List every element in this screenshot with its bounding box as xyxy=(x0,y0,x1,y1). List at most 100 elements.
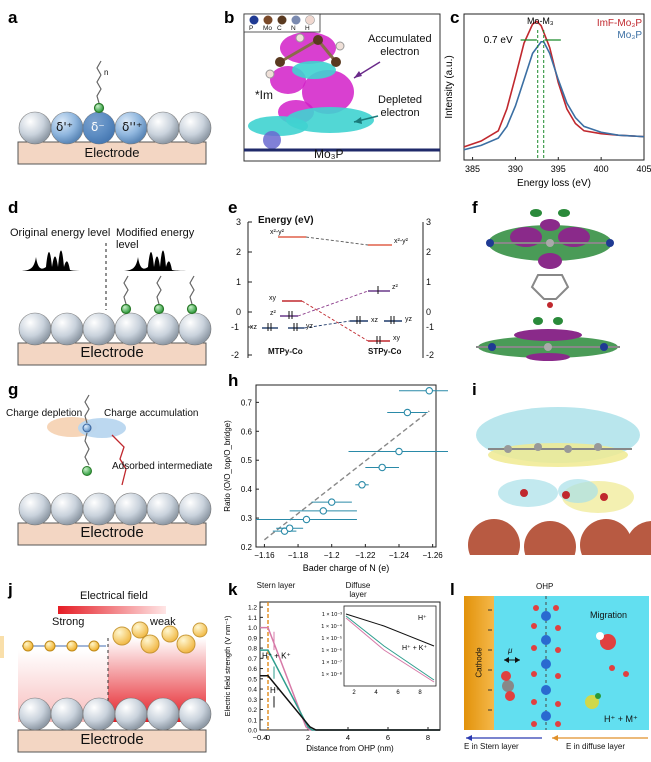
x-tick-label: −1.16 xyxy=(254,551,275,560)
electrode-label: Electrode xyxy=(84,145,140,160)
svg-text:-2: -2 xyxy=(426,350,434,360)
y-tick-label: 0.9 xyxy=(248,635,257,642)
y-tick-label: 0.2 xyxy=(248,707,257,714)
panel-g: g Charge depletion Charge accumulation A… xyxy=(0,375,218,555)
panel-h: h −1.16 −1.18 −1.2 −1.22 −1.24 −1.26 0.2 0.3 0.4… xyxy=(218,371,460,587)
data-point xyxy=(378,463,386,472)
panel-label: l xyxy=(450,580,455,599)
inset-x-tick-label: 2 xyxy=(352,690,356,696)
modified-dos-peaks xyxy=(124,250,200,271)
im-label: *Im xyxy=(255,88,273,102)
inset-h-label: H⁺ xyxy=(418,615,427,622)
accumulation-lobe xyxy=(78,418,126,438)
electrode-slab xyxy=(17,141,207,165)
x-tick-label: −1.22 xyxy=(355,551,376,560)
original-level-label: Original energy level xyxy=(10,227,111,239)
y-axis-label: Electric field strength (V nm⁻¹) xyxy=(223,615,232,716)
x-tick-label: −0.4 xyxy=(253,733,268,742)
y-tick-label: 1.0 xyxy=(248,625,257,632)
x-tick-label: 4 xyxy=(346,733,350,742)
migration-label: Migration xyxy=(590,610,628,620)
x-tick-label: 385 xyxy=(465,164,480,174)
h-label: H⁺ xyxy=(270,686,280,695)
e-stern-label: E in Stern layer xyxy=(464,742,519,751)
orbital-isosurface-render xyxy=(476,209,620,361)
accumulated-line-1: Accumulated xyxy=(368,33,432,45)
orb-l-xy: xy xyxy=(269,295,276,302)
panel-d: d Original energy level Modified energy … xyxy=(0,195,218,375)
inset-y-tick-label: 1 × 10⁻⁴ xyxy=(321,623,342,630)
series-line-imf-mo3p xyxy=(463,20,645,148)
panel-e: e Energy (eV) 3 2 1 0 -1 -2 3 2 1 0 -1 -2 xyxy=(218,195,448,375)
x-tick-label: 6 xyxy=(386,733,390,742)
weak-label: weak xyxy=(150,616,176,628)
y-axis-label: Ratio (O/O_top/O_bridge) xyxy=(223,420,232,512)
orb-l-z2: z² xyxy=(270,310,276,317)
inset-frame xyxy=(343,605,437,687)
annotation-mo-m3: Mo-M₃ xyxy=(527,16,554,26)
y-tick-label: 0.6 xyxy=(241,427,253,436)
panel-l-illustration xyxy=(464,596,649,741)
electrode-slab xyxy=(17,342,207,366)
fit-line xyxy=(263,410,430,541)
inset-y-tick-label: 1 × 10⁻⁶ xyxy=(321,647,342,654)
y-tick-label: 0.6 xyxy=(248,666,257,673)
panel-f: f xyxy=(448,195,651,375)
adsorbed-intermediate-label: Adsorbed intermediate xyxy=(112,461,213,472)
delta-right-label: δ''⁺ xyxy=(122,120,143,134)
panel-label: i xyxy=(472,380,477,399)
x-tick-label: 400 xyxy=(594,164,609,174)
y-tick-label: 0.4 xyxy=(248,687,257,694)
y-tick-label: 1.2 xyxy=(248,605,257,612)
energy-ticks-left: 3 2 1 0 -1 -2 xyxy=(231,217,252,360)
strong-label: Strong xyxy=(52,616,85,628)
panel-i: i xyxy=(448,375,651,573)
data-point xyxy=(285,524,294,532)
charge-depletion-label: Charge depletion xyxy=(6,408,83,419)
original-dos-peaks xyxy=(22,250,88,271)
bader-ratio-chart: −1.16 −1.18 −1.2 −1.22 −1.24 −1.26 0.2 0.3 0.4 0.… xyxy=(223,384,460,573)
y-tick-label: 0.0 xyxy=(248,728,257,735)
stern-layer-label: Stern layer xyxy=(256,581,296,590)
inset-y-tick-label: 1 × 10⁻⁸ xyxy=(321,671,342,678)
shift-label: 0.7 eV xyxy=(484,35,513,46)
legend-mo: Mo xyxy=(263,25,273,32)
data-point xyxy=(395,447,403,456)
surface-atoms xyxy=(18,111,212,145)
data-point xyxy=(319,507,328,515)
legend-text: P Mo C N H xyxy=(249,25,319,32)
svg-text:3: 3 xyxy=(426,217,431,227)
data-point xyxy=(327,498,336,506)
data-point xyxy=(425,387,434,395)
svg-text:0: 0 xyxy=(236,307,241,317)
orb-r-xz: xz xyxy=(371,317,378,324)
panel-j: j Electrical field Strong weak xyxy=(0,578,218,757)
panel-b-illustration xyxy=(243,13,441,162)
chain-n-label: n xyxy=(104,68,109,77)
data-point xyxy=(403,408,412,417)
charge-density-render xyxy=(466,397,651,573)
svg-text:0: 0 xyxy=(426,307,431,317)
legend-h: H xyxy=(305,25,310,32)
svg-text:-1: -1 xyxy=(426,322,434,332)
energy-ticks-right: 3 2 1 0 -1 -2 xyxy=(422,217,434,360)
legend-mo3p: Mo₃P xyxy=(617,30,642,41)
y-tick-label: 0.5 xyxy=(241,456,253,465)
legend-swatches xyxy=(243,13,321,33)
inset-x-tick-label: 6 xyxy=(396,690,400,696)
series-line-mo3p xyxy=(463,40,645,151)
panel-d-illustration xyxy=(17,243,212,366)
orb-l-xz: xz xyxy=(250,324,257,331)
panel-j-illustration xyxy=(0,621,212,753)
depleted-line-1: Depleted xyxy=(378,94,423,106)
svg-text:2: 2 xyxy=(236,247,241,257)
svg-text:2: 2 xyxy=(426,247,431,257)
x-tick-label: 395 xyxy=(551,164,566,174)
x-tick-label: −1.2 xyxy=(324,551,340,560)
panel-k: k −0.4 0 2 4 6 8 0.0 0.1 0.2 0.3 0.4 0.5 0.6 0.7 0.8 0.… xyxy=(218,578,448,757)
panel-label: d xyxy=(8,198,19,217)
inset-x-tick-label: 8 xyxy=(418,690,422,696)
inset-x-tick-label: 4 xyxy=(374,690,378,696)
migrating-water xyxy=(596,632,616,650)
panel-label: h xyxy=(228,371,239,390)
